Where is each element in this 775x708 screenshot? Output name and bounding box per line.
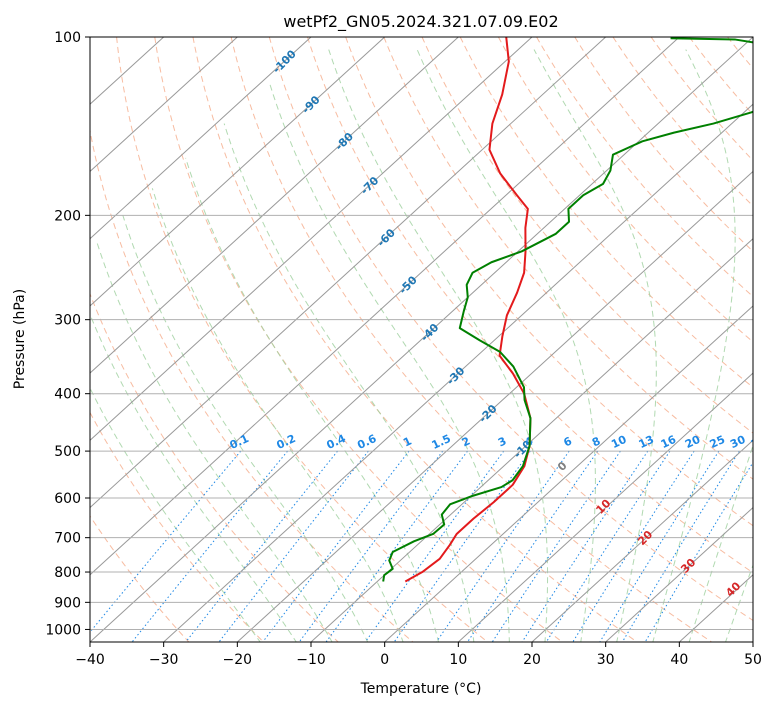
y-tick-label: 800 — [54, 565, 81, 581]
x-tick-label: 40 — [670, 652, 688, 668]
mixing-ratio-line — [467, 450, 599, 642]
dry-adiabat-line — [90, 411, 264, 642]
mixing-ratio-line — [621, 450, 740, 642]
mixing-ratio-label: 16 — [659, 433, 679, 451]
dry-adiabat-line — [116, 37, 488, 642]
temperature-profile-line — [404, 37, 532, 583]
isotherm-line — [310, 237, 753, 642]
moist-adiabat-line — [151, 188, 404, 642]
moist-adiabat-line — [328, 49, 549, 642]
mixing-ratio-label: 10 — [609, 433, 629, 451]
dry-adiabat-line — [383, 37, 753, 480]
x-tick-label: −40 — [75, 652, 105, 668]
dry-adiabat-line — [345, 37, 753, 527]
isotherm-line — [163, 103, 753, 642]
dry-adiabat-line — [90, 128, 414, 642]
y-tick-label: 400 — [54, 387, 81, 403]
dry-adiabats — [90, 37, 753, 642]
moist-adiabat-line — [416, 49, 596, 642]
isotherm-line — [236, 170, 753, 642]
dewpoint-profile-line — [382, 37, 753, 582]
y-tick-label: 200 — [54, 208, 81, 224]
isotherm-line — [90, 37, 680, 576]
dry-adiabat-line — [192, 37, 638, 642]
y-tick-label: 900 — [54, 595, 81, 611]
y-axis-label: Pressure (hPa) — [12, 289, 28, 389]
x-tick-label: 10 — [449, 652, 467, 668]
mixing-ratio-line — [364, 450, 505, 642]
dry-adiabat-line — [230, 37, 712, 642]
dry-adiabat-line — [90, 292, 339, 642]
mixing-ratio-line — [644, 461, 753, 642]
mixing-ratio-line — [436, 450, 570, 642]
x-tick-label: 20 — [523, 652, 541, 668]
moist-adiabat-line — [223, 123, 475, 642]
y-tick-label: 1000 — [45, 622, 81, 638]
x-tick-label: 30 — [597, 652, 615, 668]
isotherm-line — [90, 37, 238, 173]
moist-adiabat-line — [122, 215, 369, 642]
moist-adiabat-line — [533, 49, 657, 642]
mixing-ratio-label: 20 — [683, 433, 703, 451]
y-tick-label: 100 — [54, 30, 81, 46]
isotherm-line — [457, 372, 753, 642]
y-tick-label: 300 — [54, 313, 81, 329]
dry-adiabat-line — [90, 515, 190, 642]
plot-frame — [89, 36, 754, 643]
x-tick-label: 0 — [380, 652, 389, 668]
x-tick-label: 50 — [744, 652, 762, 668]
isotherm-line — [90, 37, 753, 642]
isotherm-line — [90, 37, 607, 509]
y-tick-label: 700 — [54, 531, 81, 547]
mixing-ratio-line — [131, 450, 288, 642]
mixing-ratio-label: 30 — [728, 433, 748, 451]
mixing-ratio-line — [572, 450, 695, 642]
x-tick-label: −10 — [296, 652, 326, 668]
x-axis-ticks: −40 −30 −20 −10 0 10 20 30 40 50 — [75, 642, 762, 668]
mixing-ratio-line — [218, 450, 369, 642]
isotherm-line — [90, 37, 533, 442]
isotherm-line — [384, 305, 753, 642]
dry-adiabat-line — [421, 37, 753, 434]
moist-adiabat-line — [688, 443, 753, 642]
mixing-ratio-line — [298, 450, 444, 642]
x-tick-label: −30 — [149, 652, 179, 668]
moist-adiabat-line — [90, 386, 261, 642]
moist-adiabat-line — [95, 239, 333, 642]
mixing-ratio-label: 25 — [708, 433, 727, 451]
mixing-ratio-label: 36 — [749, 433, 769, 451]
mixing-ratio-line — [599, 450, 720, 642]
sounding-profiles — [382, 37, 753, 583]
dry-adiabat-line — [268, 37, 753, 622]
y-axis-ticks: 100 200 300 400 500 600 700 800 900 1000 — [45, 30, 90, 638]
isotherm-line — [531, 439, 753, 642]
x-axis-label: Temperature (°C) — [360, 681, 482, 697]
mixing-ratio-line — [262, 450, 410, 642]
dry-adiabat-line — [307, 37, 753, 574]
dry-adiabat-line — [497, 37, 753, 343]
moist-adiabat-line — [185, 157, 439, 642]
isotherms — [90, 37, 753, 642]
isotherm-line — [605, 506, 753, 642]
dry-adiabat-line — [574, 37, 753, 252]
chart-title: wetPf2_GN05.2024.321.07.09.E02 — [283, 12, 558, 32]
mixing-ratio-label: 13 — [637, 433, 656, 451]
mixing-ratio-lines — [90, 450, 753, 642]
mixing-ratio-line — [185, 450, 338, 642]
mixing-ratio-line — [90, 450, 242, 633]
moist-adiabat-line — [90, 313, 297, 642]
isotherm-line — [90, 37, 386, 307]
isotherm-line — [90, 37, 312, 240]
moist-adiabat-line — [652, 49, 736, 642]
y-tick-label: 500 — [54, 444, 81, 460]
isotherm-line — [90, 37, 459, 374]
y-tick-label: 600 — [54, 491, 81, 507]
dry-adiabat-line — [154, 37, 563, 642]
moist-adiabat-line — [725, 563, 753, 642]
dry-adiabat-line — [536, 37, 753, 298]
x-tick-label: −20 — [223, 652, 253, 668]
